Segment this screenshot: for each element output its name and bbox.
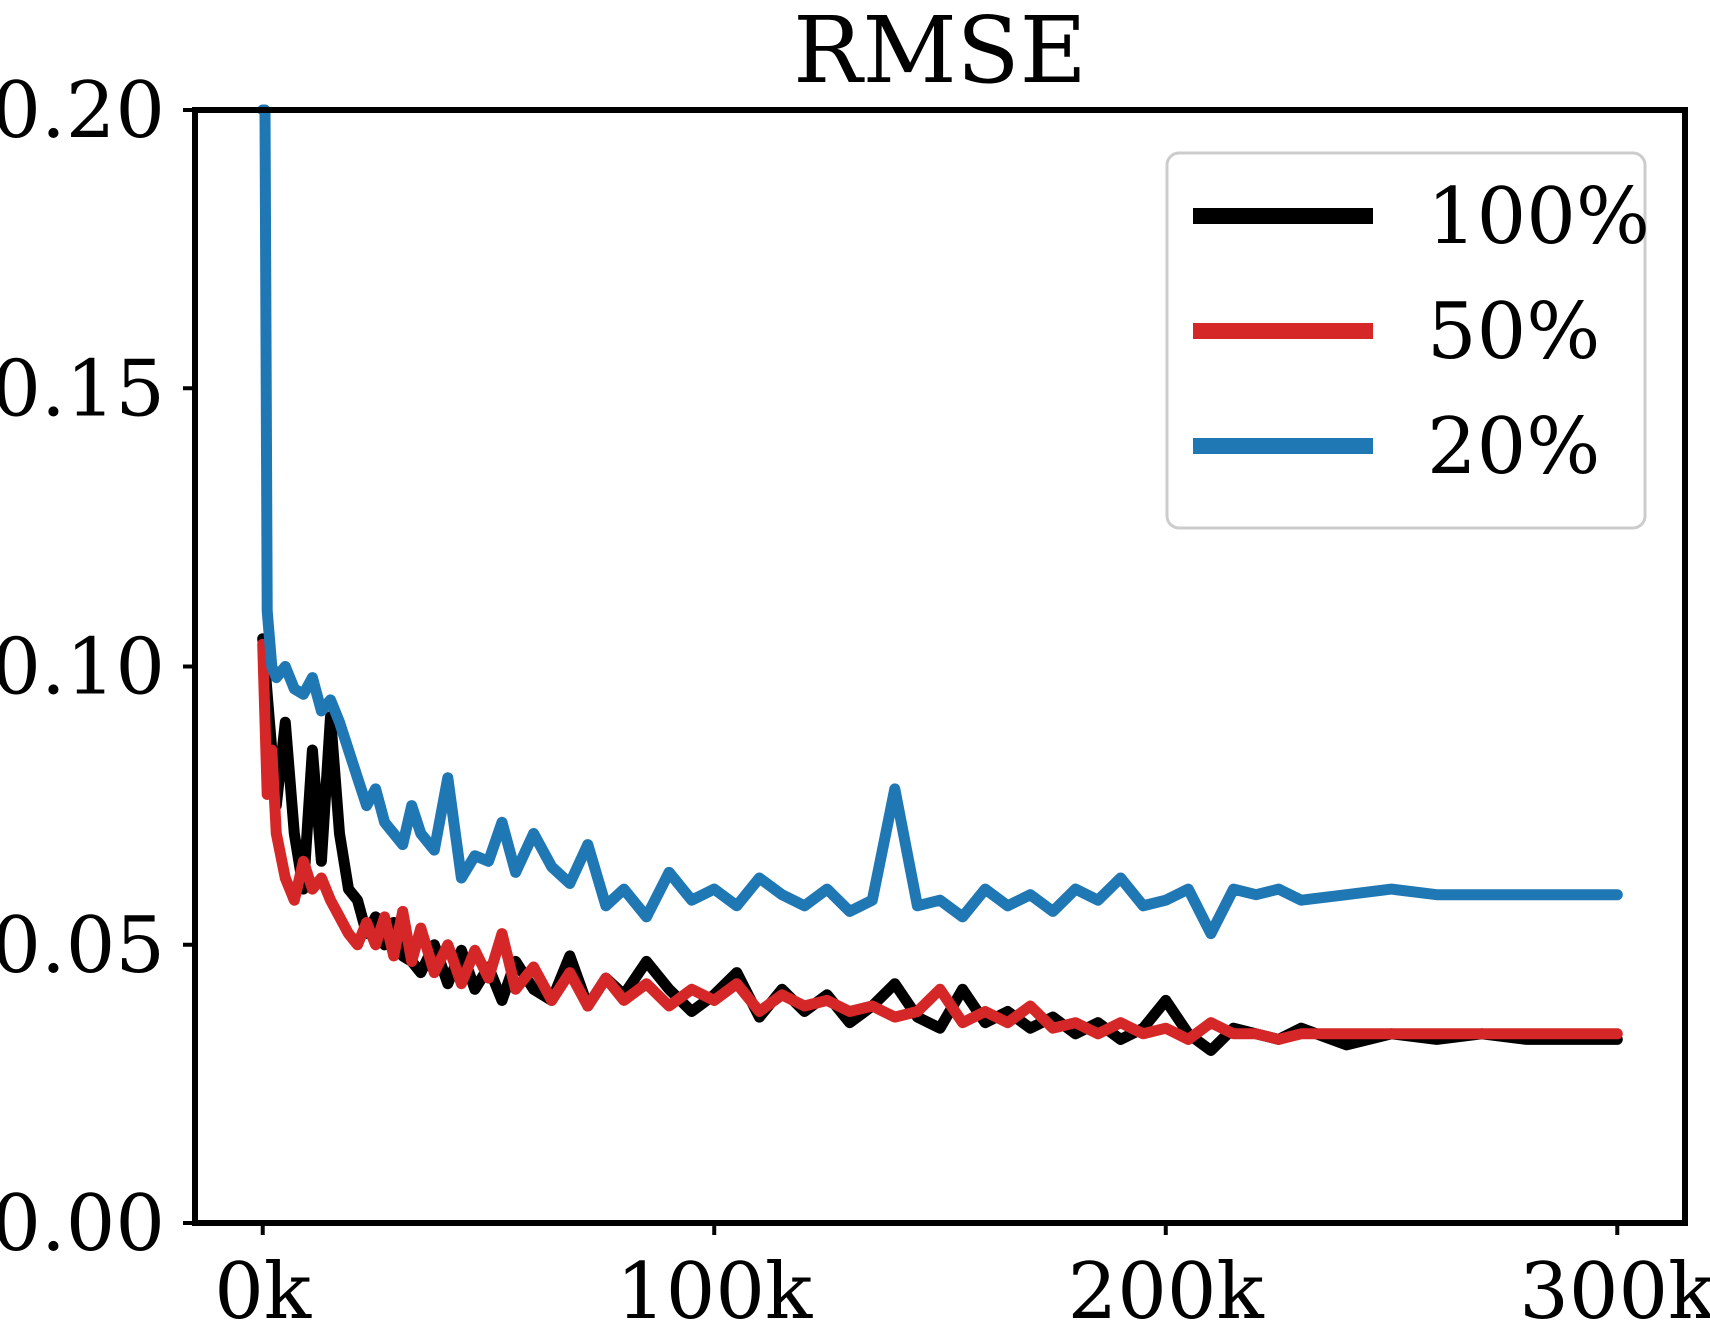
- y-tick-label: 0.20: [0, 66, 165, 156]
- series-layer: [257, 104, 1623, 1056]
- legend-items: 100% 50% 20%: [1193, 172, 1650, 492]
- y-tick-label: 0.00: [0, 1179, 165, 1269]
- tick-layer: 0k 100k 200k 300k 0.00 0.05 0.10 0.15 0.20: [0, 66, 1710, 1337]
- y-tick-label: 0.05: [0, 901, 165, 991]
- y-tick-label: 0.10: [0, 623, 165, 713]
- legend-label: 20%: [1427, 402, 1600, 492]
- x-tick-label: 0k: [214, 1247, 312, 1337]
- chart-title: RMSE: [793, 0, 1087, 104]
- x-tick-label: 100k: [616, 1247, 813, 1337]
- series-line-2: [257, 104, 1623, 940]
- legend: 100% 50% 20%: [1165, 151, 1650, 530]
- legend-label: 50%: [1427, 287, 1600, 377]
- y-tick-label: 0.15: [0, 344, 165, 434]
- legend-box: [1165, 151, 1647, 530]
- series-line-1: [257, 638, 1623, 1045]
- legend-label: 100%: [1427, 172, 1650, 262]
- x-tick-label: 300k: [1519, 1247, 1710, 1337]
- x-tick-label: 200k: [1068, 1247, 1265, 1337]
